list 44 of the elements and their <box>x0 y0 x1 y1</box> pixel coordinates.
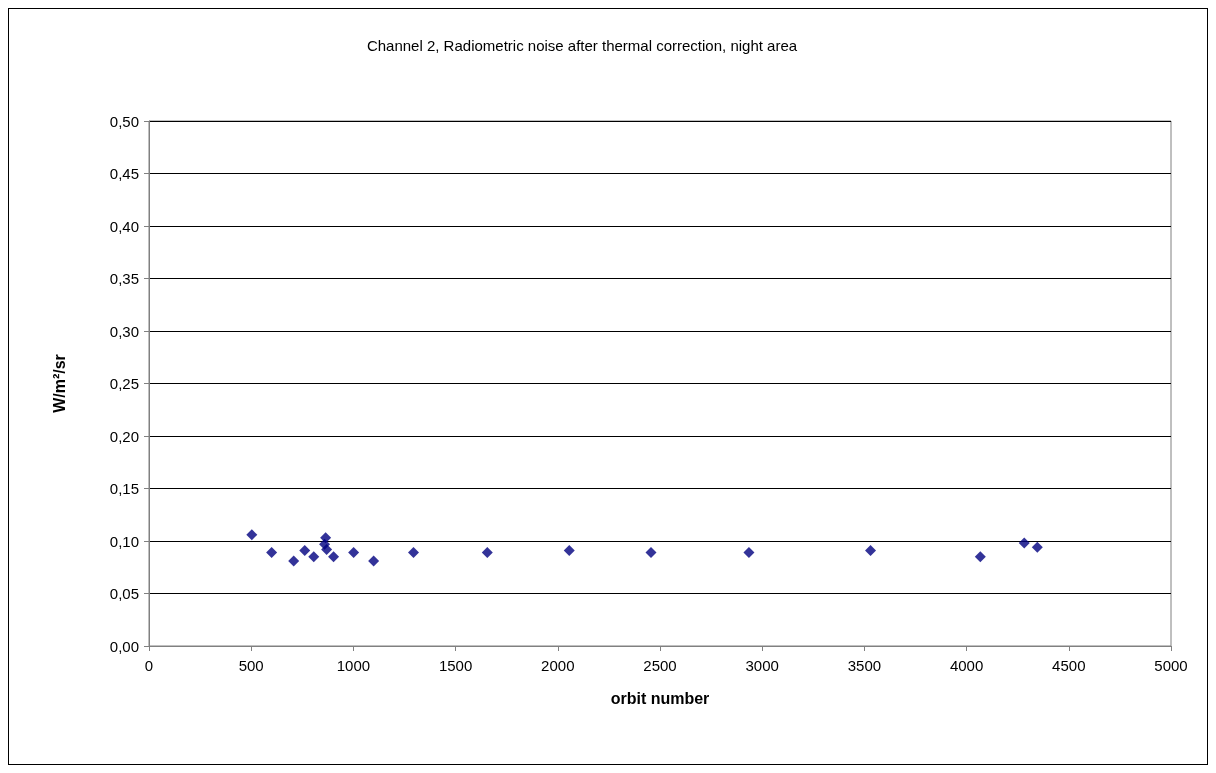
point <box>1031 541 1043 553</box>
y-tick-label: 0,05 <box>109 585 139 602</box>
point <box>321 543 333 555</box>
x-tick-label: 2000 <box>541 657 575 674</box>
point <box>266 547 278 559</box>
point <box>865 544 877 556</box>
chart-title: Channel 2, Radiometric noise after thermal correction, night area <box>366 37 798 54</box>
y-tick-label: 0,25 <box>109 375 139 392</box>
x-tick-label: 3500 <box>847 657 882 674</box>
x-tick-label: 0 <box>144 657 154 674</box>
point <box>407 547 419 559</box>
x-tick-label: 500 <box>238 657 264 674</box>
y-tick-label: 0,10 <box>109 532 139 550</box>
y-tick-label: 0,00 <box>109 637 139 655</box>
point <box>1018 537 1030 549</box>
point <box>288 555 300 567</box>
point <box>645 547 657 559</box>
x-tick-label: 4500 <box>1052 657 1086 674</box>
point <box>743 547 755 559</box>
x-tick-label: 4000 <box>949 657 984 674</box>
y-tick-label: 0,20 <box>109 427 139 445</box>
y-tick-label: 0,50 <box>109 112 139 130</box>
x-tick-label: 1000 <box>336 657 371 674</box>
point <box>563 544 575 556</box>
point <box>974 551 986 563</box>
point <box>308 551 320 563</box>
point <box>481 547 493 559</box>
point <box>368 555 380 567</box>
y-tick-label: 0,40 <box>109 217 139 235</box>
x-tick-label: 5000 <box>1154 657 1188 674</box>
point <box>348 547 360 559</box>
y-tick-label: 0,15 <box>109 480 139 497</box>
point <box>328 551 340 563</box>
x-tick-label: 1500 <box>438 657 473 674</box>
x-tick-label: 2500 <box>643 657 677 674</box>
point <box>299 544 311 556</box>
y-axis-title: W/m²/sr <box>50 354 68 413</box>
y-tick-label: 0,30 <box>109 322 139 340</box>
y-tick-label: 0,35 <box>109 270 139 287</box>
point <box>320 532 332 544</box>
x-axis-title: orbit number <box>610 689 710 707</box>
y-tick-label: 0,45 <box>109 165 139 182</box>
x-tick-label: 3000 <box>745 657 779 674</box>
point <box>246 529 258 541</box>
